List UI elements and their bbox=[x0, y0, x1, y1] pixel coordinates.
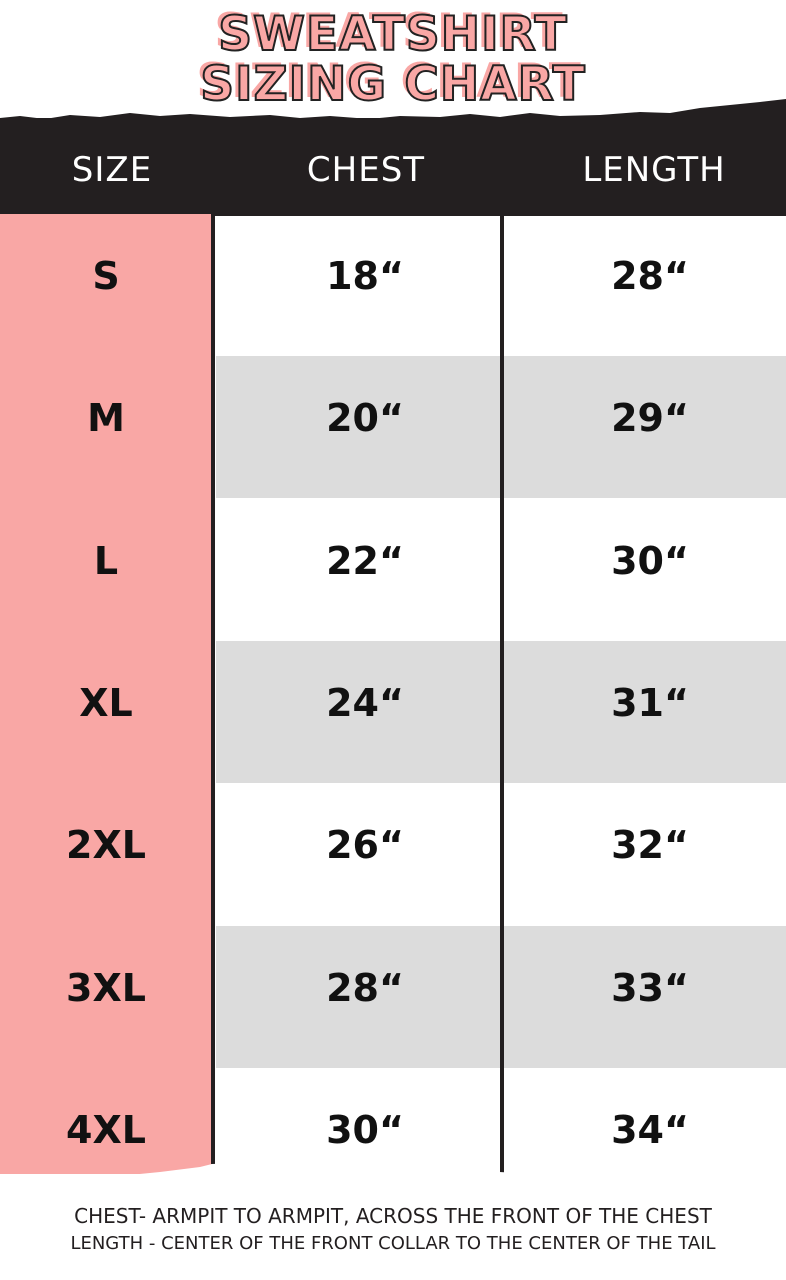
cell-size: XL bbox=[79, 680, 133, 725]
cell-size: 2XL bbox=[66, 823, 146, 868]
cell-chest: 18“ bbox=[326, 254, 404, 298]
cell-length: 29“ bbox=[611, 396, 689, 441]
note-chest: CHEST- ARMPIT TO ARMPIT, ACROSS THE FRON… bbox=[74, 1204, 712, 1228]
cell-chest: 24“ bbox=[326, 680, 404, 725]
cell-length: 28“ bbox=[611, 254, 689, 298]
cell-size: M bbox=[87, 396, 125, 441]
note-length: LENGTH - CENTER OF THE FRONT COLLAR TO T… bbox=[70, 1233, 716, 1254]
header-band bbox=[0, 118, 786, 216]
title-line-1: SWEATSHIRT bbox=[217, 7, 568, 62]
header-chest: CHEST bbox=[306, 150, 426, 190]
cell-chest: 28“ bbox=[326, 965, 404, 1010]
cell-length: 32“ bbox=[611, 823, 689, 868]
cell-length: 34“ bbox=[611, 1107, 689, 1152]
column-divider bbox=[500, 214, 504, 1180]
torn-edge-bottom bbox=[0, 1163, 786, 1190]
cell-length: 31“ bbox=[611, 680, 689, 725]
header-length: LENGTH bbox=[582, 150, 726, 190]
cell-chest: 22“ bbox=[326, 538, 404, 583]
cell-size: S bbox=[92, 254, 120, 298]
cell-size: 4XL bbox=[66, 1107, 146, 1152]
cell-size: 3XL bbox=[66, 965, 146, 1010]
cell-chest: 30“ bbox=[326, 1107, 404, 1152]
title-line-2: SIZING CHART bbox=[199, 57, 586, 112]
cell-length: 33“ bbox=[611, 965, 689, 1010]
cell-size: L bbox=[93, 538, 119, 583]
cell-length: 30“ bbox=[611, 538, 689, 583]
column-divider bbox=[211, 214, 215, 1164]
torn-edge-top bbox=[0, 99, 786, 126]
size-column bbox=[0, 214, 212, 1174]
cell-chest: 20“ bbox=[326, 396, 404, 441]
cell-chest: 26“ bbox=[326, 823, 404, 868]
header-size: SIZE bbox=[71, 150, 153, 190]
